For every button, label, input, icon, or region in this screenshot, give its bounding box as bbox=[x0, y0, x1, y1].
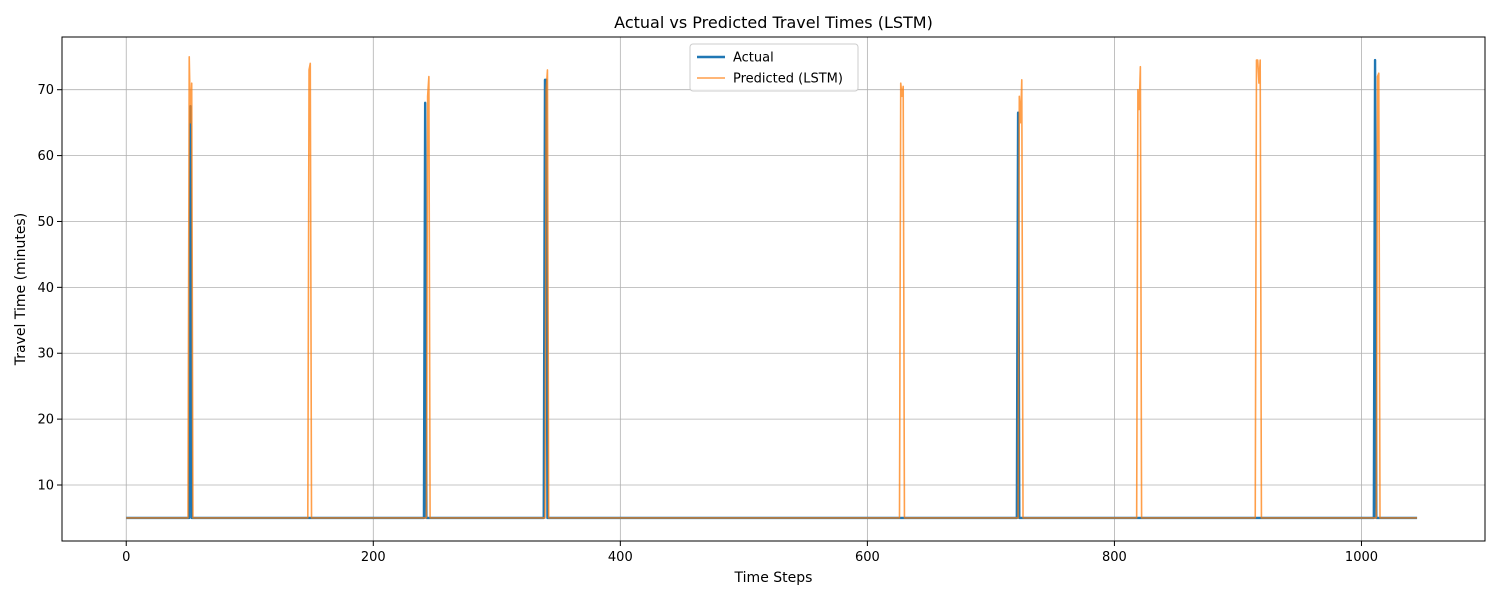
y-tick-label: 50 bbox=[37, 215, 54, 230]
series-layer bbox=[126, 55, 1418, 520]
x-tick-label: 400 bbox=[608, 550, 633, 565]
grid bbox=[62, 37, 1485, 541]
series-line-actual bbox=[126, 58, 1418, 520]
x-axis-label: Time Steps bbox=[734, 570, 813, 586]
x-tick-label: 1000 bbox=[1345, 550, 1378, 565]
x-tick-label: 0 bbox=[122, 550, 130, 565]
ticks: 0 200 400 600 800 1000 10 20 30 40 50 60 70 bbox=[37, 83, 1378, 565]
legend-box bbox=[689, 43, 859, 92]
y-tick-label: 40 bbox=[37, 281, 54, 296]
chart-title: Actual vs Predicted Travel Times (LSTM) bbox=[614, 13, 933, 32]
y-tick-label: 20 bbox=[37, 413, 54, 428]
x-tick-label: 200 bbox=[361, 550, 386, 565]
legend: Actual Predicted (LSTM) bbox=[689, 43, 859, 92]
legend-label-actual: Actual bbox=[733, 51, 774, 66]
x-tick-label: 600 bbox=[855, 550, 880, 565]
series-line-predicted-lstm bbox=[126, 55, 1418, 519]
y-tick-label: 10 bbox=[37, 479, 54, 494]
y-tick-label: 70 bbox=[37, 83, 54, 98]
y-tick-label: 60 bbox=[37, 149, 54, 164]
y-axis-label: Travel Time (minutes) bbox=[13, 213, 29, 366]
x-tick-label: 800 bbox=[1102, 550, 1127, 565]
y-tick-label: 30 bbox=[37, 347, 54, 362]
legend-label-predicted-lstm: Predicted (LSTM) bbox=[733, 72, 843, 87]
plot-frame bbox=[61, 36, 1486, 542]
